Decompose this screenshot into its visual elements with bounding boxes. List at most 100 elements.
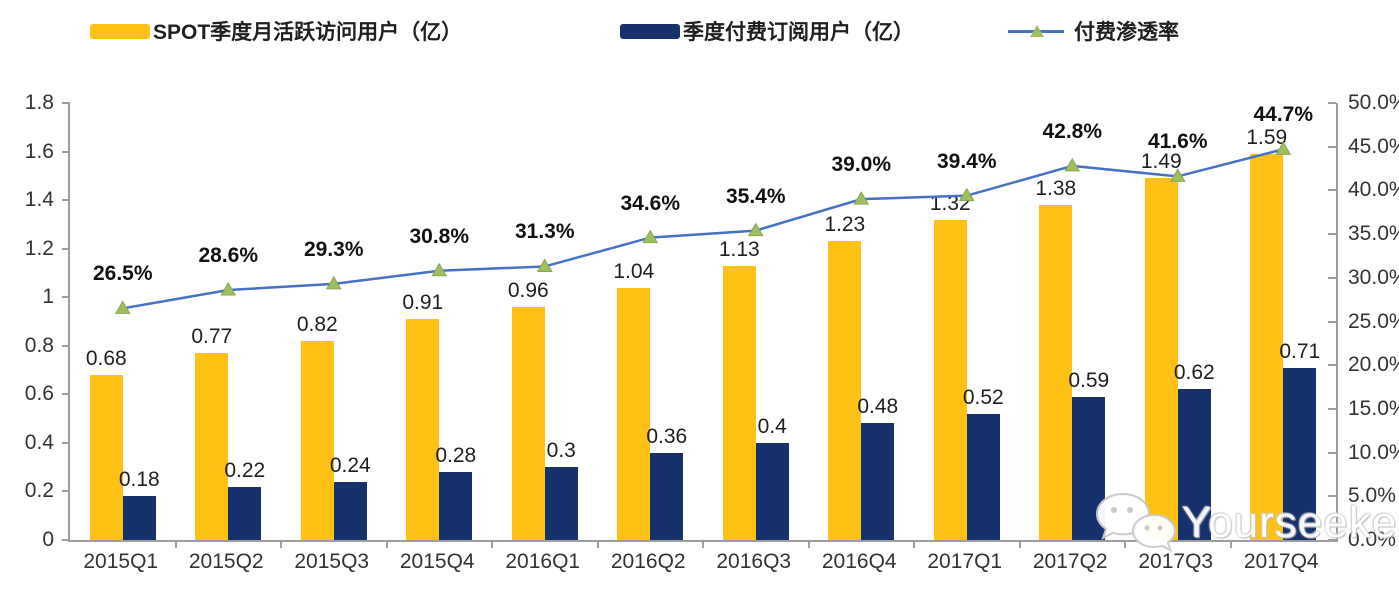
plot-area: 0.68 0.77 0.82 0.91 0.96 1.04 1.13 1.23 1.32 1.38… xyxy=(62,102,1338,548)
bar-value-label: 0.71 xyxy=(1279,339,1321,363)
penetration-pct-label: 42.8% xyxy=(1042,119,1103,143)
bar-value-label: 0.22 xyxy=(224,458,266,482)
x-axis-category-label: 2017Q4 xyxy=(1243,550,1319,573)
bar-subscribers xyxy=(1283,367,1317,540)
penetration-pct-label: 26.5% xyxy=(92,262,153,286)
x-axis-category-label: 2016Q3 xyxy=(716,550,792,573)
x-axis-tick xyxy=(913,540,915,548)
x-axis-tick xyxy=(1229,540,1232,548)
x-axis-category-label: 2015Q3 xyxy=(294,550,370,573)
bar-value-label: 0.36 xyxy=(646,424,688,448)
line-marker-triangle xyxy=(958,187,975,202)
left-axis-tick xyxy=(62,150,70,153)
line-marker-triangle xyxy=(220,282,237,296)
line-marker-triangle xyxy=(747,222,764,237)
right-axis-tick-label: 40.0% xyxy=(1348,178,1399,202)
line-marker-triangle xyxy=(1275,141,1292,155)
penetration-pct-label: 28.6% xyxy=(198,244,259,268)
right-axis-tick xyxy=(1328,451,1336,454)
left-axis-tick-label: 1.4 xyxy=(24,188,54,212)
bar-subscribers xyxy=(333,481,367,540)
right-axis-tick xyxy=(1328,539,1336,541)
right-axis-tick-label: 25.0% xyxy=(1348,309,1399,333)
x-axis-category-label: 2015Q4 xyxy=(399,550,475,573)
x-axis-tick xyxy=(174,540,177,548)
bar-value-label: 1.13 xyxy=(718,237,760,261)
bar-value-label: 0.82 xyxy=(296,312,338,336)
bar-value-label: 0.62 xyxy=(1173,361,1215,385)
x-axis-tick xyxy=(807,540,810,548)
left-axis-tick xyxy=(62,441,70,444)
bar-value-label: 0.4 xyxy=(757,414,787,438)
left-axis-tick-label: 0.2 xyxy=(24,479,54,503)
bar-mau xyxy=(511,306,545,540)
x-axis-category-label: 2017Q2 xyxy=(1032,550,1108,573)
penetration-pct-label: 31.3% xyxy=(514,220,575,244)
bar-mau xyxy=(828,241,862,540)
penetration-pct-label: 34.6% xyxy=(620,191,681,215)
bar-value-label: 0.59 xyxy=(1068,368,1110,392)
x-axis-category-label: 2017Q1 xyxy=(927,550,1003,573)
x-axis-tick xyxy=(1124,540,1126,548)
bar-value-label: 1.38 xyxy=(1035,176,1077,200)
watermark-text: Yourseeker xyxy=(1182,498,1399,547)
bar-mau xyxy=(1039,204,1073,540)
line-marker-triangle xyxy=(325,275,342,290)
bar-subscribers xyxy=(228,486,262,540)
left-axis-tick-label: 0.8 xyxy=(24,333,54,357)
x-axis-category-label: 2017Q3 xyxy=(1138,550,1214,573)
right-axis-tick-label: 30.0% xyxy=(1348,265,1399,289)
x-axis-tick xyxy=(1018,540,1021,548)
left-axis-tick-label: 1 xyxy=(42,285,54,309)
bar-subscribers xyxy=(439,472,473,540)
bar-value-label: 0.48 xyxy=(857,395,899,419)
x-axis-tick xyxy=(280,540,282,548)
left-axis-tick xyxy=(62,296,70,299)
bar-mau xyxy=(1250,153,1284,540)
left-axis-tick-label: 0.4 xyxy=(24,430,54,454)
x-axis-category-label: 2015Q1 xyxy=(83,550,159,573)
left-axis-tick-label: 1.8 xyxy=(24,91,54,114)
bar-value-label: 1.23 xyxy=(824,213,866,237)
bar-value-label: 1.49 xyxy=(1140,150,1182,174)
bar-subscribers xyxy=(966,413,1000,540)
bar-mau xyxy=(617,287,651,540)
bar-mau xyxy=(406,319,440,540)
right-axis-tick xyxy=(1328,364,1336,367)
x-axis-category-label: 2015Q2 xyxy=(188,550,264,573)
x-axis-tick xyxy=(596,540,599,548)
right-axis-tick xyxy=(1328,320,1336,323)
bar-value-label: 0.68 xyxy=(85,346,127,370)
bar-value-label: 0.3 xyxy=(546,439,576,463)
bar-subscribers xyxy=(861,423,895,540)
penetration-pct-label: 39.4% xyxy=(936,149,997,173)
bar-subscribers xyxy=(650,452,684,540)
x-axis-tick xyxy=(491,540,493,548)
left-axis-tick xyxy=(62,393,70,396)
left-axis-tick xyxy=(62,247,70,250)
right-axis-tick xyxy=(1328,407,1336,410)
penetration-pct-label: 29.3% xyxy=(303,237,364,261)
bar-subscribers xyxy=(122,496,156,540)
watermark: Yourseeker xyxy=(1094,490,1399,556)
legend-item-penetration: 付费渗透率 xyxy=(1008,18,1179,44)
legend-line-marker-icon xyxy=(1008,23,1064,39)
legend-item-subs: 季度付费订阅用户（亿） xyxy=(620,18,914,44)
left-axis-tick-label: 0.6 xyxy=(24,382,54,406)
legend-label-subs: 季度付费订阅用户（亿） xyxy=(683,21,914,44)
bar-value-label: 0.18 xyxy=(118,468,160,492)
x-axis-category-label: 2016Q1 xyxy=(505,550,581,573)
bar-subscribers xyxy=(544,467,578,540)
penetration-line xyxy=(122,148,1284,310)
bar-mau xyxy=(300,340,334,540)
legend-label-mau: SPOT季度月活跃访问用户（亿） xyxy=(153,21,463,44)
bar-value-label: 0.24 xyxy=(329,453,371,477)
left-axis-tick xyxy=(62,199,70,202)
line-marker-triangle xyxy=(431,262,448,277)
left-axis-tick xyxy=(62,490,70,493)
bar-mau xyxy=(722,265,756,540)
bar-value-label: 0.77 xyxy=(191,325,233,349)
left-axis-tick-label: 1.2 xyxy=(24,236,54,260)
bar-value-label: 0.91 xyxy=(402,291,444,315)
bar-mau xyxy=(933,219,967,540)
